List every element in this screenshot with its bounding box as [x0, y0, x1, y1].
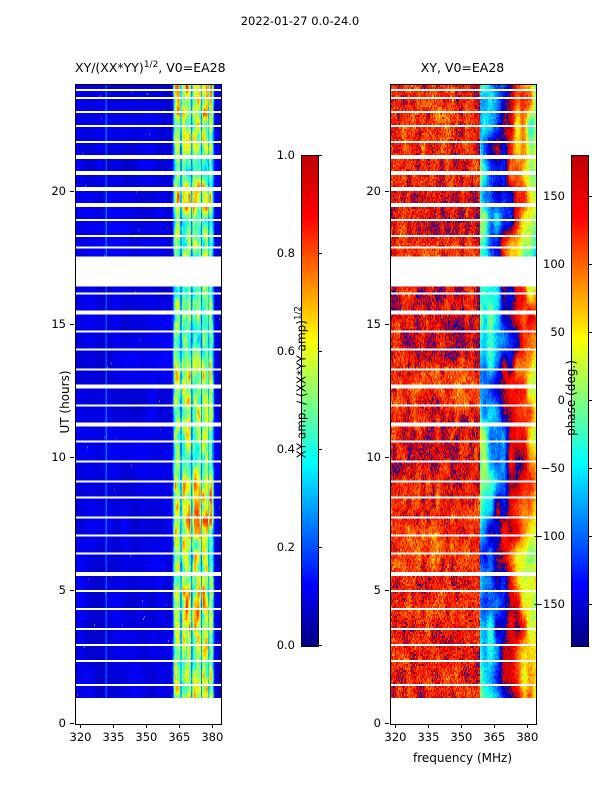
figure-suptitle: 2022-01-27 0.0-24.0: [240, 14, 360, 28]
y-tick: [70, 323, 74, 325]
y-tick: [70, 723, 74, 724]
colorbar-tick: [318, 449, 322, 450]
y-tick: [385, 190, 389, 192]
y-tick: [385, 589, 389, 591]
colorbar-tick-label: 0.6: [276, 344, 295, 358]
colorbar-tick-label: 1.0: [276, 148, 295, 162]
colorbar-tick: [318, 645, 322, 646]
x-tick: [146, 724, 148, 728]
colorbar-tick: [588, 195, 592, 197]
x-tick-label: 335: [102, 730, 125, 744]
x-tick-label: 320: [384, 730, 407, 744]
colorbar-tick-label: 0.8: [276, 246, 295, 260]
x-tick-label: 365: [168, 730, 191, 744]
colorbar-tick-label: 0.4: [276, 442, 295, 456]
colorbar-tick-label: 100: [543, 256, 565, 271]
x-tick-label: 380: [201, 730, 224, 744]
y-tick-label: 5: [58, 582, 66, 597]
x-tick: [80, 724, 82, 728]
y-tick-label: 5: [373, 582, 381, 597]
colorbar-tick-label: 0: [557, 393, 565, 407]
y-tick-label: 0: [58, 716, 66, 730]
colorbar-tick-label: −150: [533, 597, 565, 612]
y-tick-label: 15: [51, 316, 66, 331]
colorbar-tick: [318, 155, 322, 156]
phase-colorbar[interactable]: [571, 155, 589, 647]
colorbar-tick-label: −50: [540, 461, 565, 476]
x-tick-label: 380: [516, 730, 539, 744]
x-tick: [395, 724, 397, 728]
y-tick-label: 20: [51, 183, 66, 198]
amplitude-panel-title: XY/(XX*YY)1/2, V0=EA28: [75, 60, 226, 76]
x-axis-label: frequency (MHz): [412, 751, 513, 765]
x-tick-label: 350: [450, 730, 473, 744]
y-tick-label: 15: [366, 316, 381, 331]
y-tick: [70, 456, 74, 458]
colorbar-tick: [318, 547, 322, 548]
colorbar-tick: [588, 468, 592, 470]
y-tick: [385, 456, 389, 458]
phase-panel[interactable]: [390, 84, 537, 725]
amplitude-ratio-panel[interactable]: [75, 84, 222, 725]
x-tick-label: 350: [135, 730, 158, 744]
y-tick: [70, 190, 74, 192]
x-tick: [212, 724, 214, 728]
colorbar-tick: [588, 331, 592, 333]
x-tick: [113, 724, 115, 728]
colorbar-tick: [318, 253, 322, 254]
amplitude-colorbar[interactable]: [301, 155, 319, 647]
colorbar-tick: [588, 263, 592, 265]
colorbar-tick-label: 0.0: [276, 638, 295, 652]
colorbar-tick: [588, 400, 592, 401]
colorbar-tick: [588, 536, 592, 538]
y-tick: [70, 589, 74, 591]
x-tick-label: 320: [69, 730, 92, 744]
x-tick: [461, 724, 463, 728]
x-tick: [494, 724, 496, 728]
y-axis-label: UT (hours): [58, 369, 72, 434]
x-tick: [428, 724, 430, 728]
colorbar-tick: [588, 604, 592, 606]
y-tick-label: 10: [51, 449, 66, 464]
colorbar-tick: [318, 351, 322, 352]
phase-colorbar-label: phase (deg.): [564, 360, 578, 436]
phase-panel-title: XY, V0=EA28: [420, 60, 505, 75]
colorbar-tick-label: 150: [543, 188, 565, 203]
y-tick: [385, 323, 389, 325]
y-tick-label: 20: [366, 183, 381, 198]
y-tick-label: 10: [366, 449, 381, 464]
colorbar-tick-label: 0.2: [276, 540, 295, 554]
y-tick-label: 0: [373, 716, 381, 730]
x-tick: [179, 724, 181, 728]
colorbar-tick-label: 50: [550, 324, 565, 339]
x-tick: [527, 724, 529, 728]
y-tick: [385, 723, 389, 724]
x-tick-label: 335: [417, 730, 440, 744]
amplitude-colorbar-label: XY amp. / (XX*YY amp)1/2: [293, 306, 309, 459]
x-tick-label: 365: [483, 730, 506, 744]
colorbar-tick-label: −100: [533, 529, 565, 544]
